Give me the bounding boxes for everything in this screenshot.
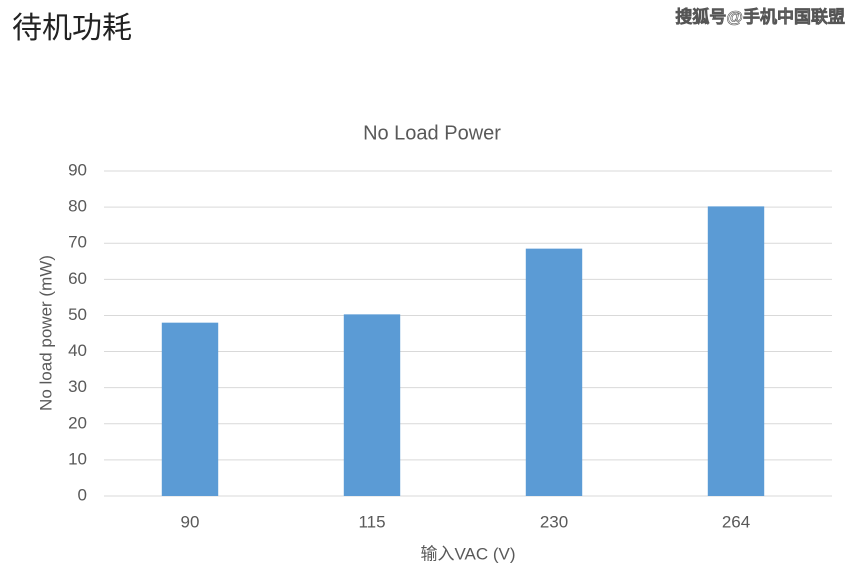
bar [525, 248, 583, 496]
page-title: 待机功耗 [12, 12, 132, 45]
y-tick-label: 0 [78, 485, 87, 504]
y-tick-label: 60 [68, 269, 87, 288]
y-tick-label: 70 [68, 233, 87, 252]
x-tick-label: 264 [722, 512, 750, 531]
watermark: 搜狐号@手机中国联盟 [675, 6, 845, 26]
y-tick-label: 40 [68, 341, 87, 360]
chart-title: No Load Power [363, 122, 501, 144]
y-tick-label: 90 [68, 160, 87, 179]
y-axis-label: No load power (mW) [36, 255, 55, 411]
x-tick-label: 230 [540, 512, 568, 531]
bar [343, 314, 401, 496]
y-tick-label: 80 [68, 197, 87, 216]
y-tick-label: 50 [68, 305, 87, 324]
x-tick-label: 90 [181, 512, 200, 531]
x-axis-label: 输入VAC (V) [420, 544, 515, 563]
x-tick-label: 115 [358, 512, 385, 531]
bar [707, 206, 765, 496]
y-tick-label: 10 [68, 449, 87, 468]
y-tick-label: 30 [68, 377, 87, 396]
y-tick-label: 20 [68, 413, 87, 432]
bar [161, 322, 219, 496]
